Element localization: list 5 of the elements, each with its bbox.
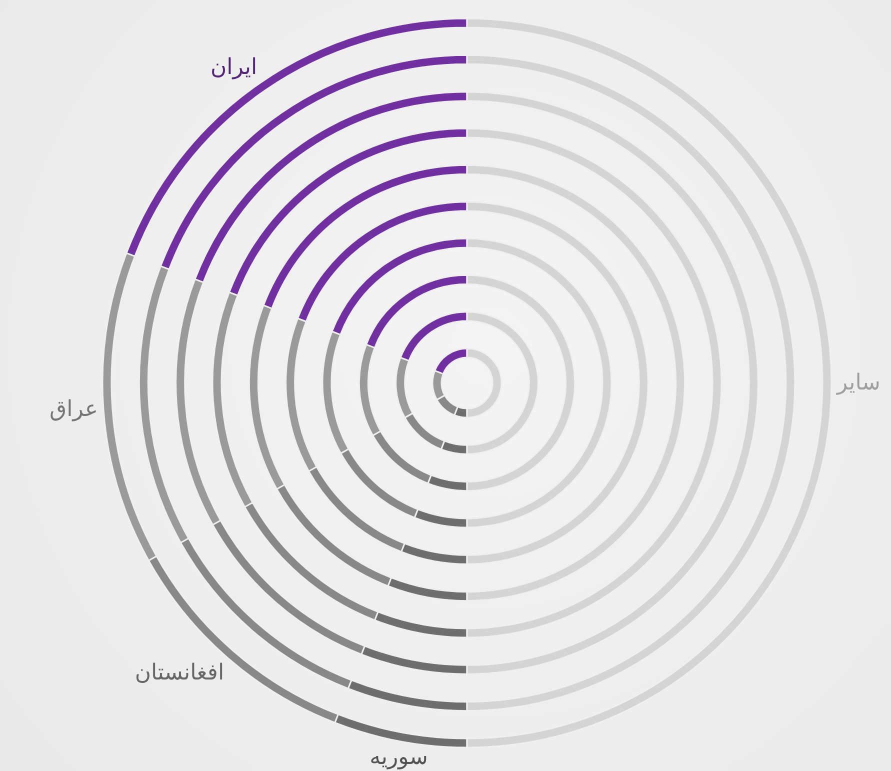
- slice-label: سایر: [836, 370, 880, 396]
- slice-label: افغانستان: [134, 660, 224, 686]
- slice-label: ایران: [210, 54, 258, 80]
- slice-label: عراق: [50, 397, 98, 422]
- slice-label: سوریه: [370, 745, 428, 770]
